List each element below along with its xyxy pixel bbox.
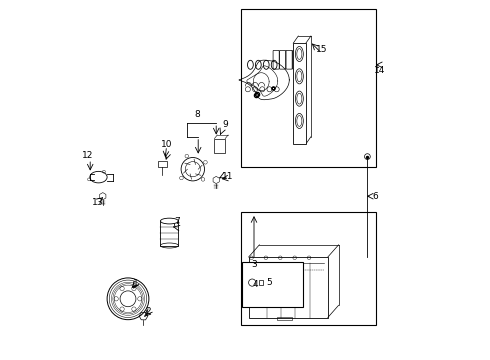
Text: 8: 8	[194, 110, 200, 119]
Text: 1: 1	[133, 279, 139, 288]
Bar	[241, 212, 376, 325]
Bar	[293, 43, 306, 144]
Bar	[241, 9, 376, 167]
Text: 10: 10	[161, 140, 172, 149]
Text: 15: 15	[316, 45, 327, 54]
Text: 2: 2	[146, 307, 151, 316]
Bar	[248, 257, 328, 318]
Text: 9: 9	[222, 120, 228, 129]
Text: 11: 11	[222, 172, 234, 181]
Bar	[242, 262, 303, 307]
Bar	[277, 317, 292, 320]
Bar	[215, 139, 225, 153]
Text: 4: 4	[253, 280, 259, 289]
Ellipse shape	[297, 116, 302, 126]
Text: 7: 7	[174, 217, 179, 226]
Bar	[158, 161, 167, 167]
Bar	[259, 280, 263, 285]
Ellipse shape	[297, 49, 302, 59]
Text: 12: 12	[82, 151, 94, 160]
Ellipse shape	[297, 93, 302, 104]
Ellipse shape	[295, 113, 303, 129]
Ellipse shape	[297, 71, 302, 82]
Ellipse shape	[295, 69, 303, 84]
Text: 14: 14	[373, 66, 385, 75]
Text: 13: 13	[92, 198, 103, 207]
Ellipse shape	[295, 91, 303, 106]
Ellipse shape	[160, 218, 178, 224]
Text: 6: 6	[372, 192, 378, 201]
Bar	[160, 221, 178, 246]
Text: 3: 3	[251, 260, 257, 269]
Ellipse shape	[295, 46, 303, 62]
Text: 5: 5	[267, 278, 272, 287]
